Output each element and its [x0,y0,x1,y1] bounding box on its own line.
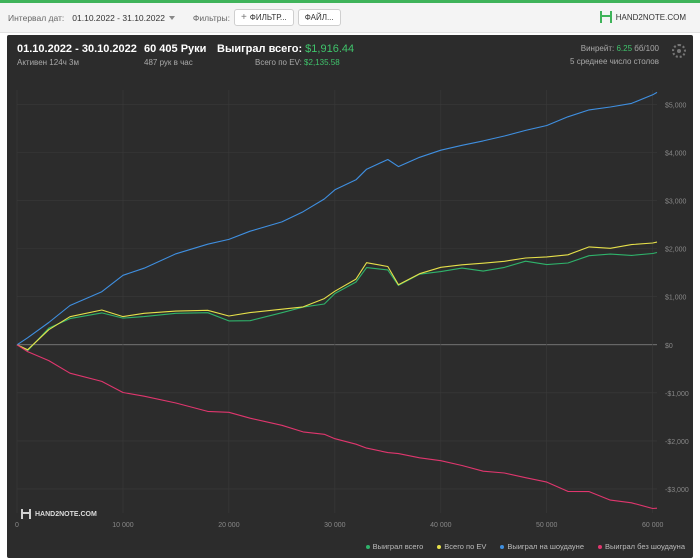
x-tick-label: 30 000 [324,522,346,529]
ev-value: $2,135.58 [304,58,340,67]
top-accent-line [0,0,700,3]
ev-label: Всего по EV: [255,58,302,67]
legend-dot-icon [500,544,505,549]
chart-legend: Выиграл всего Всего по EV Выиграл на шоуда… [352,542,685,551]
x-tick-label: 60 000 [642,522,664,529]
filter-button-label: ФИЛЬТР... [249,13,287,22]
series-line-3 [16,91,658,346]
won-value: $1,916.44 [305,43,355,55]
legend-label: Выиграл на шоудауне [507,542,584,551]
x-tick-label: 40 000 [430,522,452,529]
summary-winrate: Винрейт: 6.25 бб/100 [581,44,659,53]
legend-label: Всего по EV [444,542,487,551]
winrate-unit: бб/100 [634,44,659,53]
graph-panel: 01.10.2022 - 30.10.2022 Активен 124ч 3м … [7,35,693,558]
legend-item[interactable]: Выиграл без шоудауна [598,542,685,551]
summary-won-total: Выиграл всего: $1,916.44 [217,43,354,55]
y-tick-label: $3,000 [665,199,687,206]
logo-text: HAND2NOTE.COM [615,12,686,22]
summary-hands-per-hour: 487 рук в час [144,58,193,67]
x-tick-label: 0 [15,522,19,529]
legend-dot-icon [598,544,602,549]
logo-icon [599,11,612,23]
legend-dot-icon [437,544,442,549]
legend-item[interactable]: Выиграл всего [365,542,424,551]
watermark-text: HAND2NOTE.COM [35,510,97,518]
chart-watermark: HAND2NOTE.COM [21,509,97,519]
winrate-value: 6.25 [616,44,633,53]
profit-chart: $5,000 $4,000 $3,000 $2,000 $1,000 $0 -$1,000 -… [15,90,689,529]
winrate-label: Винрейт: [580,44,615,53]
hand2note-logo: HAND2NOTE.COM [599,11,686,23]
legend-dot-icon [365,544,370,549]
series-line-4 [16,344,658,510]
legend-item[interactable]: Всего по EV [437,542,486,551]
legend-item[interactable]: Выиграл на шоудауне [500,542,584,551]
y-tick-label: -$2,000 [665,439,689,446]
filter-button[interactable]: + ФИЛЬТР... [233,9,294,26]
won-label: Выиграл всего: [217,43,303,55]
legend-label: Выиграл без шоудауна [605,542,685,551]
chevron-down-icon [168,15,175,20]
date-range-select[interactable]: 01.10.2022 - 31.10.2022 [72,13,175,23]
y-tick-label: $5,000 [665,102,687,109]
y-tick-label: $2,000 [665,247,687,254]
x-tick-label: 20 000 [218,522,240,529]
x-tick-label: 50 000 [536,522,558,529]
x-tick-label: 10 000 [112,522,134,529]
filters-label: Фильтры: [192,12,230,23]
series-line-1 [16,251,658,352]
summary-tables: 5 среднее число столов [570,57,659,66]
date-interval-label: Интервал дат: [8,12,65,23]
gear-icon[interactable] [672,44,686,58]
y-tick-label: $4,000 [665,150,687,157]
date-range-value: 01.10.2022 - 31.10.2022 [72,12,165,23]
y-tick-label: $0 [665,343,673,350]
summary-hands: 60 405 Руки [144,43,207,55]
summary-active-time: Активен 124ч 3м [17,58,79,67]
legend-label: Выиграл всего [372,542,424,551]
y-tick-label: $1,000 [665,295,687,302]
summary-date-range: 01.10.2022 - 30.10.2022 [17,43,137,55]
series-line-2 [16,241,658,351]
y-tick-label: -$1,000 [665,391,689,398]
plus-icon: + [240,12,247,23]
summary-ev-total: Всего по EV: $2,135.58 [255,58,340,67]
toolbar: Интервал дат: 01.10.2022 - 31.10.2022 Фи… [0,3,700,33]
watermark-logo-icon [21,509,31,519]
file-button[interactable]: ФАЙЛ... [297,9,341,26]
y-tick-label: -$3,000 [665,487,689,494]
